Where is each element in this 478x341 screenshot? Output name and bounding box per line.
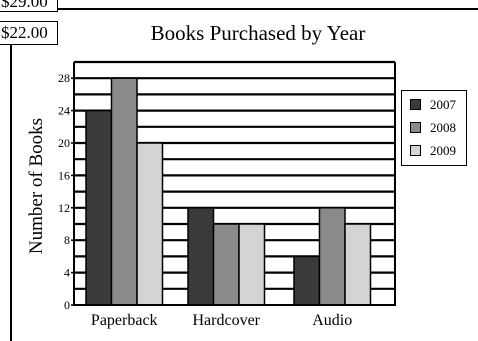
bar-paperback-2007 bbox=[85, 109, 113, 306]
x-tick-label: Hardcover bbox=[192, 312, 260, 329]
y-tick-label: 28 bbox=[58, 71, 70, 85]
bar-audio-2009 bbox=[344, 223, 372, 306]
legend-swatch bbox=[410, 122, 421, 133]
top-divider-line bbox=[58, 8, 478, 10]
legend-label: 2007 bbox=[430, 97, 456, 112]
x-tick-label: Audio bbox=[312, 312, 352, 329]
y-tick-labels: 0 4 8 12 16 20 24 28 bbox=[58, 71, 74, 312]
chart-title: Books Purchased by Year bbox=[151, 21, 366, 45]
x-tick-label: Paperback bbox=[91, 312, 158, 329]
chart-legend: 2007 2008 2009 bbox=[401, 90, 467, 166]
legend-label: 2009 bbox=[430, 143, 456, 158]
left-divider-line bbox=[10, 45, 12, 341]
axes bbox=[73, 62, 396, 306]
x-tick-labels: Paperback Hardcover Audio bbox=[91, 312, 352, 329]
axis-frame bbox=[73, 62, 396, 306]
y-tick-label: 16 bbox=[58, 168, 70, 182]
y-tick-label: 4 bbox=[64, 266, 70, 280]
bars bbox=[85, 77, 372, 306]
bar-hardcover-2007 bbox=[187, 207, 215, 306]
price-label-bottom: $22.00 bbox=[0, 21, 58, 45]
bar-hardcover-2008 bbox=[212, 223, 240, 306]
y-tick-label: 12 bbox=[58, 201, 70, 215]
legend-label: 2008 bbox=[430, 120, 456, 135]
y-tick-label: 24 bbox=[58, 104, 70, 118]
y-tick-label: 8 bbox=[64, 233, 70, 247]
bar-audio-2008 bbox=[318, 207, 346, 306]
y-tick-label: 0 bbox=[64, 298, 70, 312]
price-label-top: $29.00 bbox=[0, 0, 58, 12]
bar-paperback-2008 bbox=[110, 77, 138, 306]
legend-swatch bbox=[410, 145, 421, 156]
legend-swatch bbox=[410, 99, 421, 110]
bar-hardcover-2009 bbox=[238, 223, 266, 306]
bar-audio-2007 bbox=[293, 255, 321, 306]
y-axis-label: Number of Books bbox=[26, 118, 47, 254]
bar-paperback-2009 bbox=[136, 142, 164, 306]
y-tick-label: 20 bbox=[58, 136, 70, 150]
